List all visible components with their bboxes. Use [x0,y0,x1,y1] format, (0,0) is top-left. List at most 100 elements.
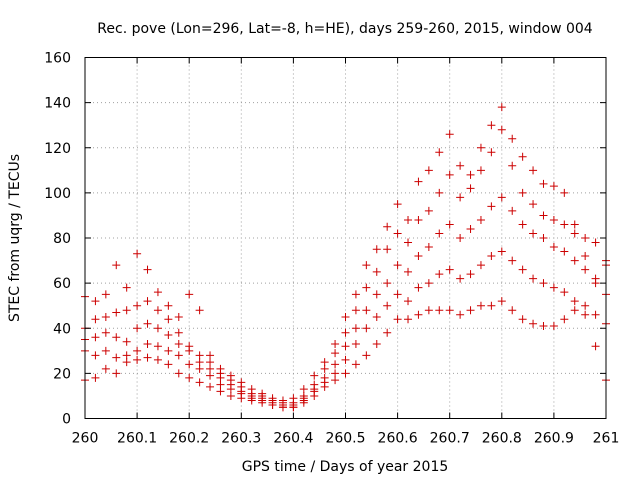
data-point [91,373,100,382]
data-point [549,283,558,292]
data-point [195,364,204,373]
data-point [122,337,131,346]
data-point [497,103,506,112]
data-point [581,252,590,261]
data-point [404,215,413,224]
x-axis-title: GPS time / Days of year 2015 [242,459,449,475]
data-point [226,391,235,400]
x-tick-label: 260.9 [534,431,574,447]
data-point [237,394,246,403]
data-point [591,279,600,288]
data-point [164,315,173,324]
data-point [133,301,142,310]
data-point [476,143,485,152]
x-tick-label: 260.8 [482,431,522,447]
data-point [581,301,590,310]
data-point [404,238,413,247]
data-point [143,340,152,349]
data-point [383,222,392,231]
data-point [591,310,600,319]
data-point [372,340,381,349]
data-point [414,310,423,319]
data-point [435,188,444,197]
data-point [414,215,423,224]
data-point [487,148,496,157]
data-point [476,301,485,310]
x-tick-label: 260.4 [273,431,313,447]
data-point [351,360,360,369]
data-point [351,306,360,315]
data-point [383,328,392,337]
data-point [216,380,225,389]
data-point [101,364,110,373]
data-point [206,382,215,391]
data-point [393,290,402,299]
data-point [560,247,569,256]
data-point [456,274,465,283]
data-point [497,297,506,306]
data-point [518,315,527,324]
data-point [456,234,465,242]
x-tick-label: 260 [72,431,99,447]
data-point [331,376,340,385]
data-point [101,290,110,299]
data-point [331,340,340,349]
data-point [206,358,215,367]
data-point [466,170,475,179]
data-point [560,188,569,197]
data-point [91,333,100,342]
data-point [591,238,600,247]
data-points [81,103,610,412]
data-point [487,252,496,261]
data-point [351,340,360,349]
data-point [122,283,131,292]
data-point [570,229,579,238]
data-point [372,312,381,321]
data-point [570,297,579,306]
data-point [508,161,517,170]
data-point [153,342,162,351]
data-point [414,252,423,261]
data-point [341,328,350,337]
data-point [91,297,100,306]
data-point [539,179,548,188]
data-point [362,324,371,333]
data-point [112,353,121,362]
axis-ticks: 260 260.1 260.2 260.3 260.4 260.5 260.6 260.7 26… [44,51,619,447]
data-point [278,403,287,412]
data-point [143,265,152,274]
data-point [341,369,350,378]
data-point [581,310,590,319]
y-tick-label: 80 [53,231,71,247]
data-point [549,321,558,330]
x-tick-label: 260.5 [325,431,365,447]
data-point [424,243,433,252]
data-point [549,182,558,191]
data-point [101,312,110,321]
data-point [112,308,121,317]
data-point [320,382,329,391]
data-point [143,297,152,306]
data-point [310,371,319,380]
data-point [424,166,433,175]
data-point [404,267,413,276]
data-point [383,279,392,288]
data-point [174,340,183,349]
x-tick-label: 260.3 [221,431,261,447]
y-tick-label: 40 [53,321,71,337]
y-tick-label: 160 [44,51,71,67]
data-point [268,400,277,409]
data-point [424,206,433,215]
data-point [341,355,350,364]
data-point [122,306,131,315]
data-point [351,324,360,333]
data-point [383,301,392,310]
data-point [497,247,506,256]
data-point [487,301,496,310]
data-point [153,355,162,364]
data-point [476,166,485,175]
x-tick-label: 261 [593,431,620,447]
data-point [570,220,579,229]
data-point [393,261,402,270]
data-point [185,360,194,369]
